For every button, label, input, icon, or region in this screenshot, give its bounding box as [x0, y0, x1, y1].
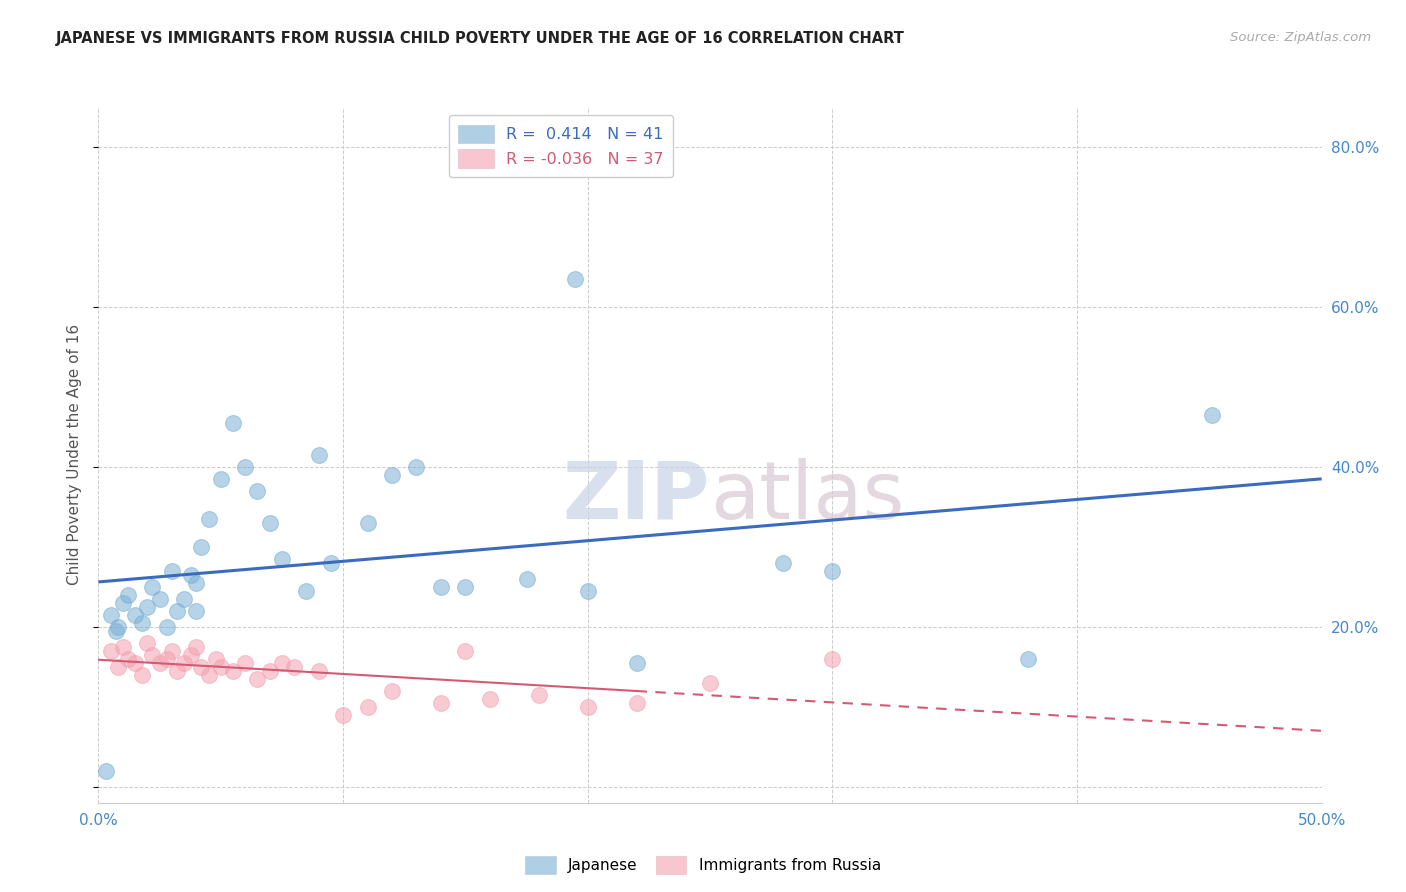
Point — [270, 656, 294, 670]
Point — [259, 664, 281, 678]
Point — [124, 607, 146, 622]
Point — [205, 652, 228, 666]
Point — [166, 664, 188, 678]
Point — [136, 599, 159, 614]
Point — [308, 664, 330, 678]
Point — [117, 588, 139, 602]
Point — [141, 580, 163, 594]
Point — [626, 696, 648, 710]
Legend: Japanese, Immigrants from Russia: Japanese, Immigrants from Russia — [519, 850, 887, 880]
Point — [821, 564, 844, 578]
Point — [283, 660, 305, 674]
Point — [190, 660, 212, 674]
Point — [160, 644, 183, 658]
Point — [308, 448, 330, 462]
Point — [356, 516, 378, 530]
Point — [821, 652, 844, 666]
Point — [246, 483, 269, 498]
Point — [131, 668, 153, 682]
Point — [222, 664, 245, 678]
Point — [270, 552, 294, 566]
Point — [564, 272, 586, 286]
Point — [332, 707, 354, 722]
Text: JAPANESE VS IMMIGRANTS FROM RUSSIA CHILD POVERTY UNDER THE AGE OF 16 CORRELATION: JAPANESE VS IMMIGRANTS FROM RUSSIA CHILD… — [56, 31, 905, 46]
Point — [124, 656, 146, 670]
Point — [356, 699, 378, 714]
Point — [209, 472, 232, 486]
Point — [111, 640, 134, 654]
Point — [149, 591, 172, 606]
Y-axis label: Child Poverty Under the Age of 16: Child Poverty Under the Age of 16 — [67, 325, 83, 585]
Point — [430, 696, 453, 710]
Point — [180, 648, 202, 662]
Point — [405, 459, 427, 474]
Point — [197, 512, 219, 526]
Point — [186, 640, 208, 654]
Point — [699, 676, 721, 690]
Point — [117, 652, 139, 666]
Point — [160, 564, 183, 578]
Point — [107, 660, 129, 674]
Point — [186, 575, 208, 590]
Point — [430, 580, 453, 594]
Legend: R =  0.414   N = 41, R = -0.036   N = 37: R = 0.414 N = 41, R = -0.036 N = 37 — [449, 115, 673, 178]
Point — [180, 567, 202, 582]
Point — [576, 699, 599, 714]
Point — [100, 607, 122, 622]
Text: ZIP: ZIP — [562, 458, 710, 536]
Point — [295, 583, 318, 598]
Point — [156, 652, 179, 666]
Point — [626, 656, 648, 670]
Text: Source: ZipAtlas.com: Source: ZipAtlas.com — [1230, 31, 1371, 45]
Point — [319, 556, 342, 570]
Point — [136, 636, 159, 650]
Text: atlas: atlas — [710, 458, 904, 536]
Point — [222, 416, 245, 430]
Point — [197, 668, 219, 682]
Point — [156, 620, 179, 634]
Point — [141, 648, 163, 662]
Point — [190, 540, 212, 554]
Point — [149, 656, 172, 670]
Point — [233, 656, 256, 670]
Point — [209, 660, 232, 674]
Point — [454, 580, 477, 594]
Point — [131, 615, 153, 630]
Point — [94, 764, 117, 778]
Point — [1201, 408, 1223, 422]
Point — [576, 583, 599, 598]
Point — [772, 556, 794, 570]
Point — [107, 620, 129, 634]
Point — [381, 683, 404, 698]
Point — [259, 516, 281, 530]
Point — [454, 644, 477, 658]
Point — [527, 688, 550, 702]
Point — [381, 467, 404, 482]
Point — [173, 656, 195, 670]
Point — [1017, 652, 1039, 666]
Point — [100, 644, 122, 658]
Point — [515, 572, 537, 586]
Point — [173, 591, 195, 606]
Point — [478, 691, 501, 706]
Point — [186, 604, 208, 618]
Point — [104, 624, 127, 638]
Point — [246, 672, 269, 686]
Point — [233, 459, 256, 474]
Point — [166, 604, 188, 618]
Point — [111, 596, 134, 610]
